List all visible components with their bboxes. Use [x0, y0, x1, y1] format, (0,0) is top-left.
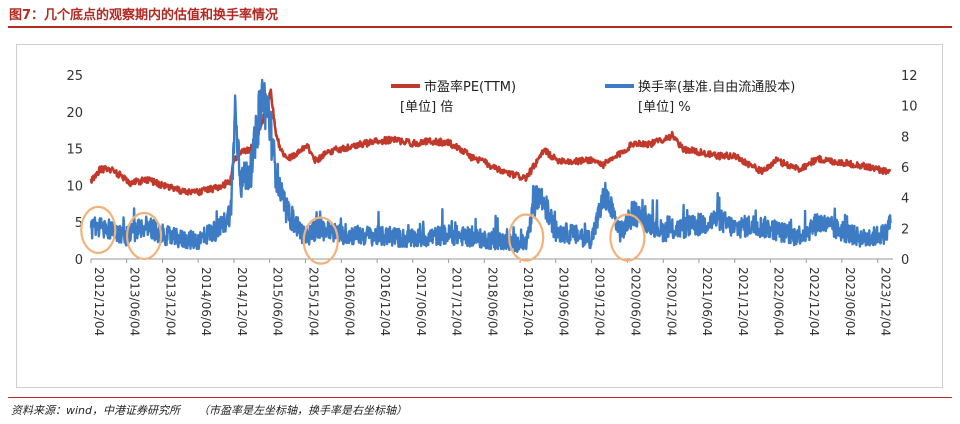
- axis-note: （市盈率是左坐标轴，换手率是右坐标轴）: [198, 404, 408, 417]
- figure-title: 图7：几个底点的观察期内的估值和换手率情况: [9, 8, 279, 23]
- y-right-tick-label: 6: [901, 161, 909, 176]
- bottom-marker-circle: [125, 211, 163, 261]
- x-tick-label: 2015/12/04: [306, 267, 320, 336]
- legend-unit-turnover: [单位] %: [638, 100, 691, 115]
- y-left-tick-label: 20: [66, 106, 83, 121]
- title-divider: [8, 26, 952, 28]
- y-left-tick-label: 5: [75, 216, 83, 231]
- x-tick-label: 2019/12/04: [593, 267, 607, 336]
- y-left-tick-label: 15: [66, 143, 83, 158]
- x-tick-label: 2023/12/04: [879, 267, 893, 336]
- x-tick-label: 2014/12/04: [235, 267, 249, 336]
- x-tick-label: 2013/12/04: [163, 267, 177, 336]
- turnover-series-line: [89, 78, 892, 253]
- x-tick-label: 2022/12/04: [807, 267, 821, 336]
- y-left-tick-label: 10: [66, 179, 83, 194]
- bottom-marker-circle: [80, 205, 117, 254]
- pe-series-line: [89, 88, 892, 197]
- source-divider: [8, 397, 952, 398]
- y-right-tick-label: 4: [901, 192, 909, 207]
- annotation-layer: [80, 205, 646, 265]
- x-tick-label: 2016/06/04: [342, 267, 356, 336]
- legend-label-pe: 市盈率PE(TTM): [424, 79, 516, 95]
- y-right-tick-label: 12: [901, 69, 918, 84]
- x-tick-label: 2012/12/04: [92, 267, 106, 336]
- y-right-tick-label: 10: [901, 100, 918, 115]
- source-label: 资料来源：wind，中港证券研究所: [11, 404, 181, 417]
- x-tick-label: 2018/12/04: [521, 267, 535, 336]
- source-note: 资料来源：wind，中港证券研究所 （市盈率是左坐标轴，换手率是右坐标轴）: [11, 402, 407, 418]
- x-tick-label: 2017/12/04: [450, 267, 464, 336]
- series-layer: [89, 78, 892, 253]
- y-left-tick-label: 25: [66, 69, 83, 84]
- legend: 市盈率PE(TTM) [单位] 倍 换手率(基准.自由流通股本) [单位] %: [391, 79, 795, 115]
- y-right-tick-label: 2: [901, 222, 909, 237]
- x-tick-label: 2020/06/04: [628, 267, 642, 336]
- y-left-tick-label: 0: [75, 253, 83, 268]
- legend-unit-pe: [单位] 倍: [400, 100, 453, 115]
- x-tick-label: 2018/06/04: [485, 267, 499, 336]
- chart-frame: 0 5 10 15 20 25 0 2 4 6 8 10 12 2012/12/04 2013/06/04 2…: [16, 44, 943, 388]
- x-tick-label: 2014/06/04: [199, 267, 213, 336]
- x-tick-label: 2022/06/04: [771, 267, 785, 336]
- x-tick-label: 2017/06/04: [414, 267, 428, 336]
- x-tick-label: 2021/06/04: [700, 267, 714, 336]
- x-tick-label: 2023/06/04: [843, 267, 857, 336]
- y-right-tick-label: 0: [901, 253, 909, 268]
- x-tick-label: 2020/12/04: [664, 267, 678, 336]
- legend-label-turnover: 换手率(基准.自由流通股本): [638, 79, 795, 95]
- turnover-pe-chart: 0 5 10 15 20 25 0 2 4 6 8 10 12 2012/12/04 2013/06/04 2…: [66, 69, 917, 336]
- x-tick-label: 2015/06/04: [271, 267, 285, 336]
- axes-layer: 0 5 10 15 20 25 0 2 4 6 8 10 12 2012/12/04 2013/06/04 2…: [66, 69, 917, 336]
- y-right-tick-label: 8: [901, 130, 909, 145]
- bottom-marker-circle: [609, 213, 646, 262]
- bottom-marker-circle: [302, 216, 339, 265]
- x-tick-label: 2019/06/04: [557, 267, 571, 336]
- bottom-marker-circle: [508, 213, 545, 262]
- x-tick-label: 2021/12/04: [736, 267, 750, 336]
- x-tick-label: 2016/12/04: [378, 267, 392, 336]
- x-tick-label: 2013/06/04: [128, 267, 142, 336]
